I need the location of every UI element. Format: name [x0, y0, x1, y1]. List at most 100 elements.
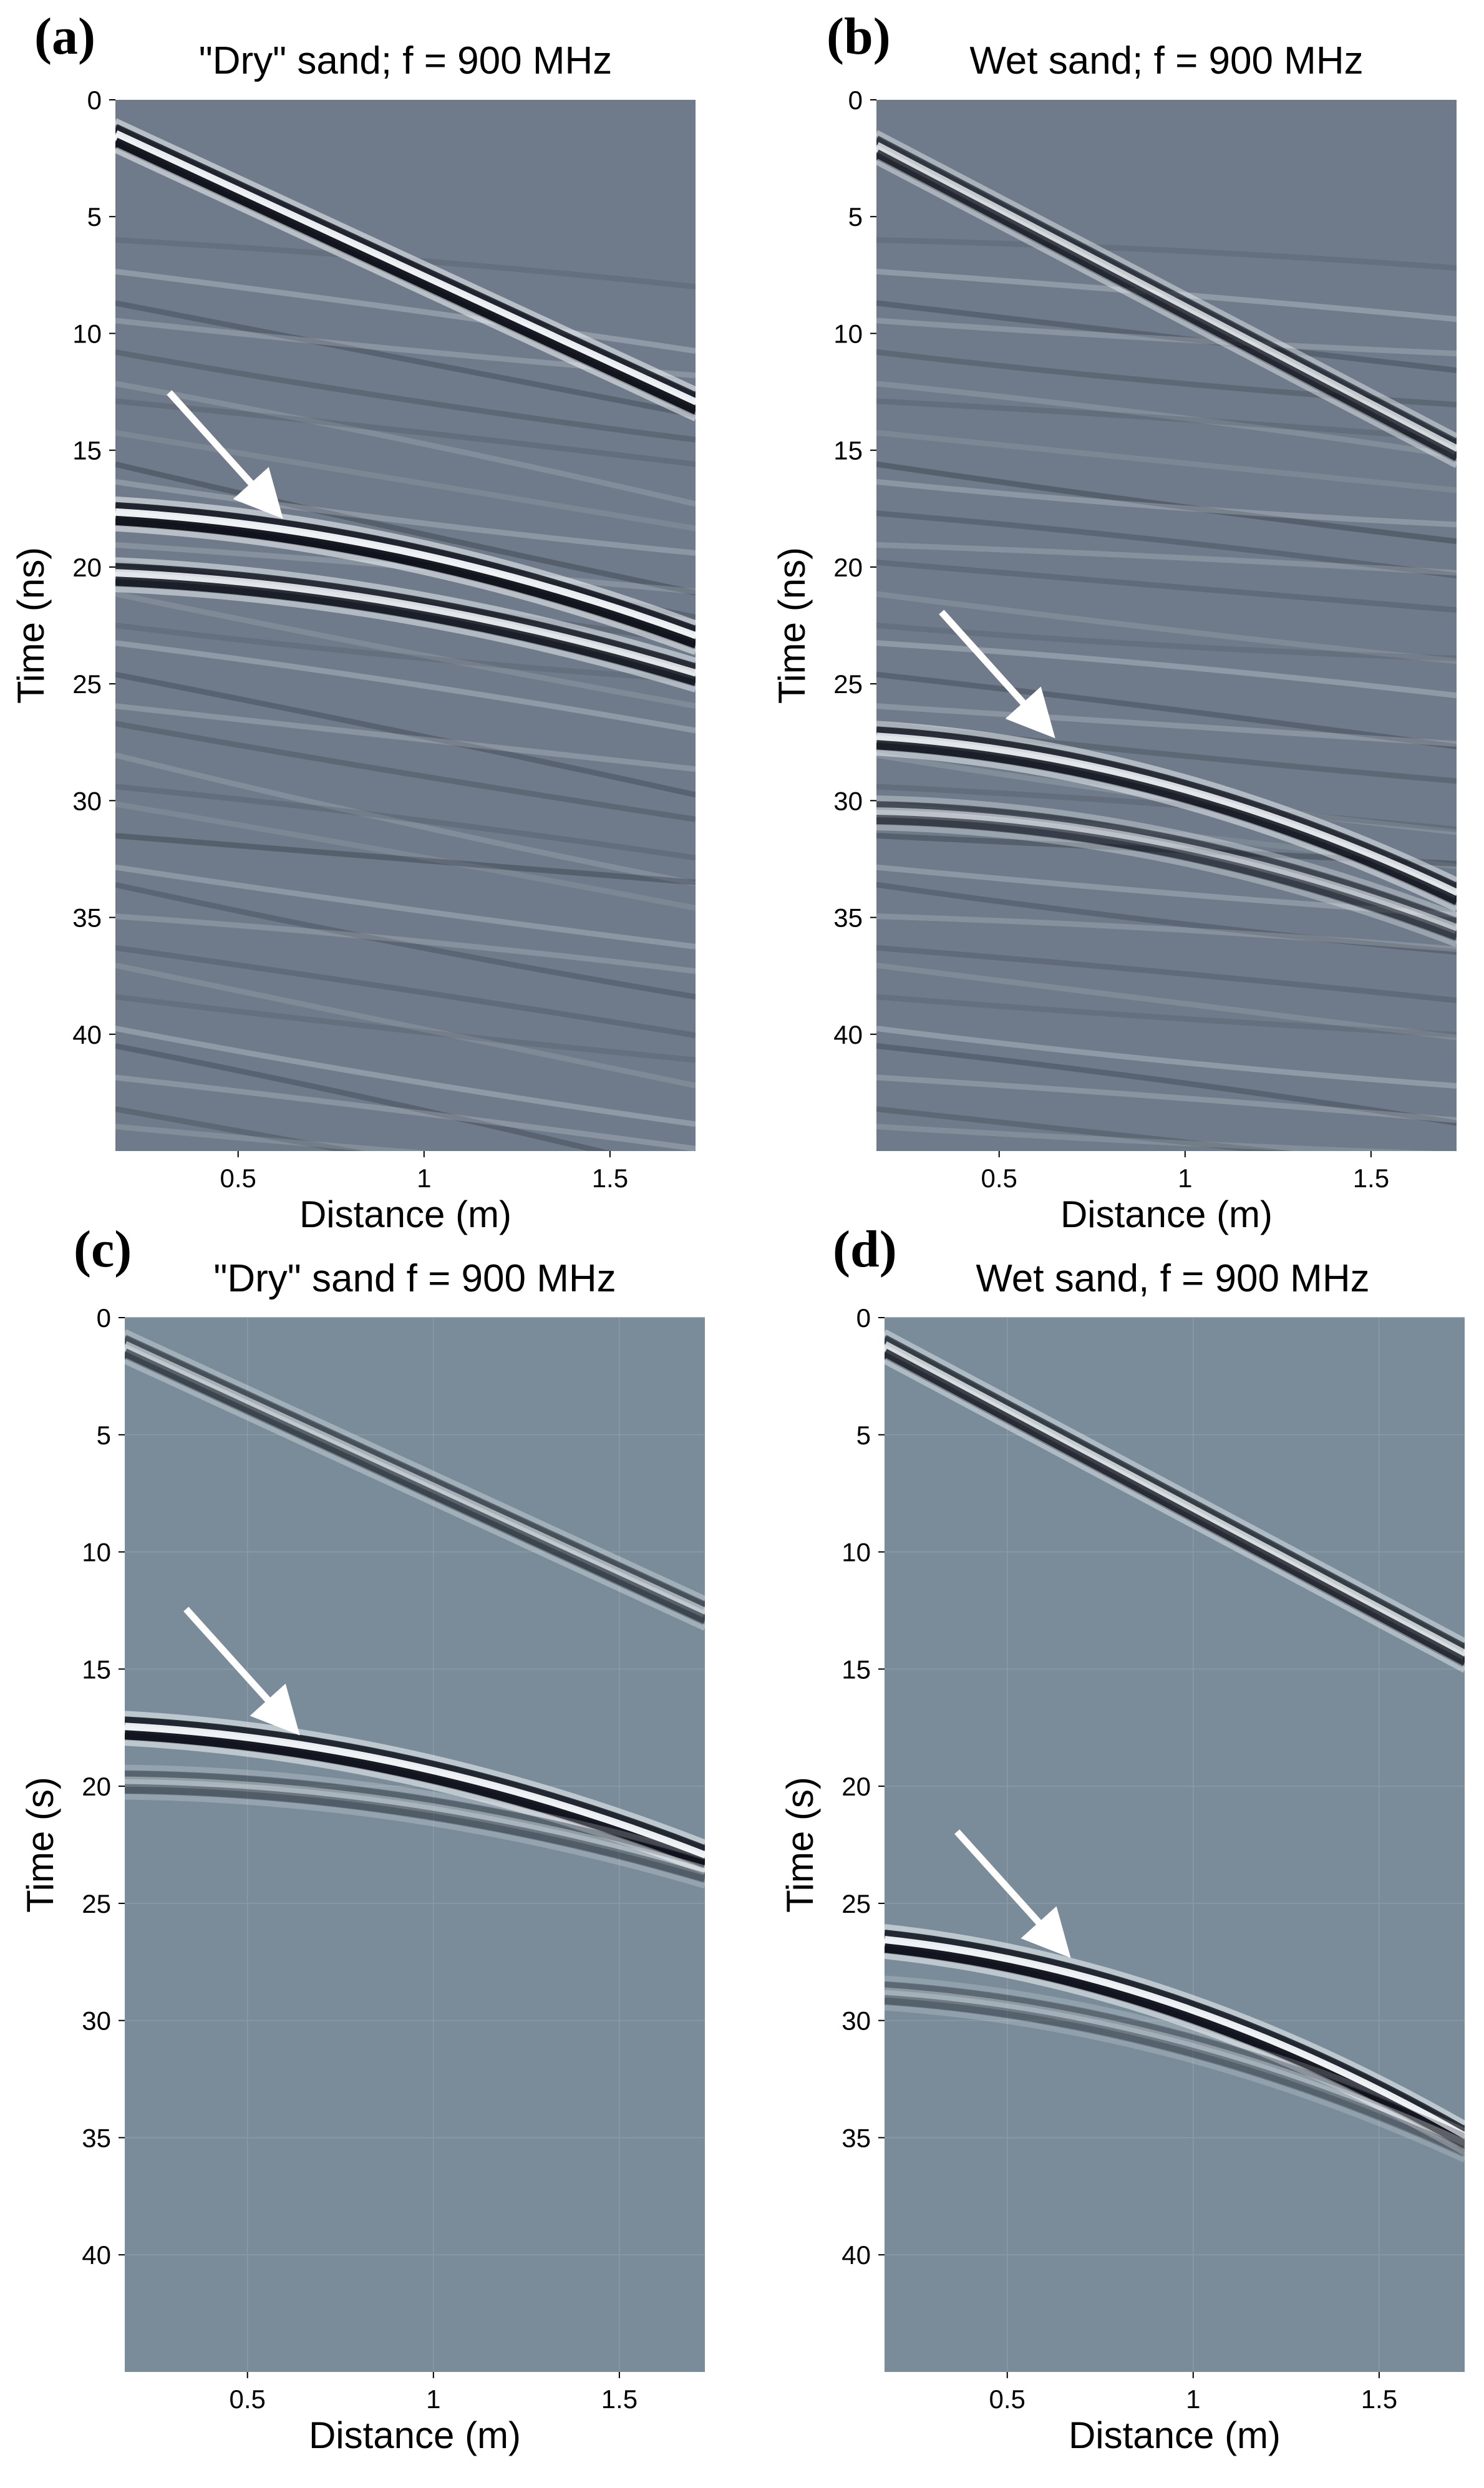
y-tick-label: 30	[841, 2006, 871, 2036]
direct-wave-band	[125, 1334, 705, 1610]
reflection-primary-band	[115, 496, 696, 626]
y-tick-label: 10	[72, 319, 102, 348]
x-tick-label: 1.5	[592, 1164, 628, 1193]
direct-wave-band	[125, 1329, 705, 1602]
x-axis-ticks: 0.5 1 1.5	[230, 2372, 638, 2414]
reflection-primary-band	[125, 1730, 705, 1869]
panel-title: "Dry" sand; f = 900 MHz	[199, 39, 613, 82]
plot-area	[125, 1318, 705, 2372]
reflection-arrow	[954, 1829, 1071, 1958]
x-tick-label: 1	[426, 2384, 440, 2414]
y-tick-label: 30	[72, 786, 102, 815]
reflection-primary-band	[885, 1953, 1465, 2155]
wave-events	[885, 1329, 1465, 2163]
panel-title: Wet sand, f = 900 MHz	[976, 1257, 1369, 1300]
reflection-secondary-band	[885, 1981, 1465, 2142]
reflection-secondary-band	[876, 824, 1457, 947]
reflection-secondary-band	[125, 1770, 705, 1868]
direct-wave-band	[115, 137, 696, 416]
direct-wave-band	[115, 130, 696, 409]
reflection-arrow	[183, 1606, 300, 1736]
panel-label: (c)	[74, 1220, 132, 1278]
y-tick-label: 30	[82, 2006, 111, 2036]
x-tick-label: 1.5	[601, 2384, 638, 2414]
reflection-secondary-band	[885, 1975, 1465, 2134]
direct-wave-band	[876, 142, 1457, 455]
reflection-primary-band	[885, 1936, 1465, 2142]
y-tick-label: 35	[82, 2123, 111, 2152]
x-tick-label: 0.5	[981, 1164, 1017, 1193]
x-axis-label: Distance (m)	[309, 2414, 521, 2456]
reflection-arrow	[939, 610, 1055, 739]
direct-wave-band	[125, 1358, 705, 1631]
y-tick-label: 15	[833, 436, 863, 465]
reflection-primary-band	[115, 525, 696, 655]
panel-label: (b)	[827, 7, 891, 66]
x-tick-label: 1.5	[1353, 1164, 1389, 1193]
y-tick-label: 35	[72, 903, 102, 933]
reflection-secondary-band	[125, 1764, 705, 1860]
y-tick-label: 15	[841, 1655, 871, 1684]
y-tick-label: 15	[82, 1655, 111, 1684]
y-tick-label: 0	[856, 1303, 871, 1333]
reflection-secondary-band	[115, 557, 696, 664]
direct-wave-band	[876, 158, 1457, 469]
panel-title: "Dry" sand f = 900 MHz	[213, 1257, 616, 1300]
reflection-secondary-band	[876, 815, 1457, 941]
y-axis-label: Time (ns)	[10, 547, 52, 704]
direct-wave-band	[885, 1341, 1465, 1659]
x-tick-label: 1	[1178, 1164, 1192, 1193]
reflection-secondary-band	[876, 801, 1457, 926]
reflection-arrow	[167, 390, 283, 519]
direct-wave-band	[885, 1358, 1465, 1673]
y-axis-ticks: 0 5 10 15 20 25 30 35 40	[82, 1303, 125, 2270]
y-tick-label: 25	[82, 1889, 111, 1918]
y-tick-label: 20	[833, 553, 863, 582]
reflection-secondary-band	[125, 1784, 705, 1883]
y-tick-label: 40	[82, 2240, 111, 2270]
y-tick-label: 30	[833, 786, 863, 815]
reflection-primary-band	[876, 740, 1457, 906]
y-axis-ticks: 0 5 10 15 20 25 30 35 40	[833, 85, 876, 1049]
y-tick-label: 5	[848, 202, 863, 231]
y-axis-ticks: 0 5 10 15 20 25 30 35 40	[841, 1303, 885, 2270]
panel-a: (a) "Dry" sand; f = 900 MHz 0 5 10 15 20 25 30…	[10, 7, 696, 1235]
y-tick-label: 5	[97, 1421, 111, 1450]
y-tick-label: 20	[72, 553, 102, 582]
y-tick-label: 0	[97, 1303, 111, 1333]
panel-c: (c) "Dry" sand f = 900 MHz 0 5 10 15 20 25 30 3…	[19, 1220, 705, 2456]
y-tick-label: 0	[848, 85, 863, 115]
direct-wave-band	[885, 1334, 1465, 1652]
reflection-primary-band	[115, 515, 696, 649]
y-tick-label: 40	[833, 1020, 863, 1049]
reflection-secondary-band	[885, 1995, 1465, 2157]
reflection-secondary-band	[115, 569, 696, 679]
reflection-primary-band	[885, 1930, 1465, 2135]
direct-wave-band	[885, 1329, 1465, 1645]
y-tick-label: 40	[72, 1020, 102, 1049]
y-tick-label: 20	[841, 1772, 871, 1801]
reflection-primary-band	[125, 1723, 705, 1862]
x-tick-label: 1.5	[1361, 2384, 1397, 2414]
x-axis-ticks: 0.5 1 1.5	[981, 1151, 1389, 1193]
gridlines	[885, 1317, 1465, 2372]
reflection-primary-band	[876, 749, 1457, 912]
direct-wave-band	[876, 149, 1457, 462]
y-axis-label: Time (s)	[779, 1777, 821, 1913]
reflection-primary-band	[876, 726, 1457, 892]
reflection-primary-band	[885, 1924, 1465, 2127]
reflection-secondary-band	[125, 1776, 705, 1875]
direct-wave-band	[115, 124, 696, 401]
reflection-primary-band	[876, 732, 1457, 899]
x-tick-label: 0.5	[220, 1164, 256, 1193]
y-tick-label: 20	[82, 1772, 111, 1801]
direct-wave-band	[115, 118, 696, 393]
x-axis-label: Distance (m)	[1060, 1193, 1273, 1235]
x-tick-label: 0.5	[989, 2384, 1026, 2414]
reflection-secondary-band	[885, 1987, 1465, 2149]
y-tick-label: 10	[833, 319, 863, 348]
y-tick-label: 35	[841, 2123, 871, 2152]
y-tick-label: 25	[72, 669, 102, 699]
x-axis-label: Distance (m)	[299, 1193, 512, 1235]
y-tick-label: 5	[87, 202, 102, 231]
